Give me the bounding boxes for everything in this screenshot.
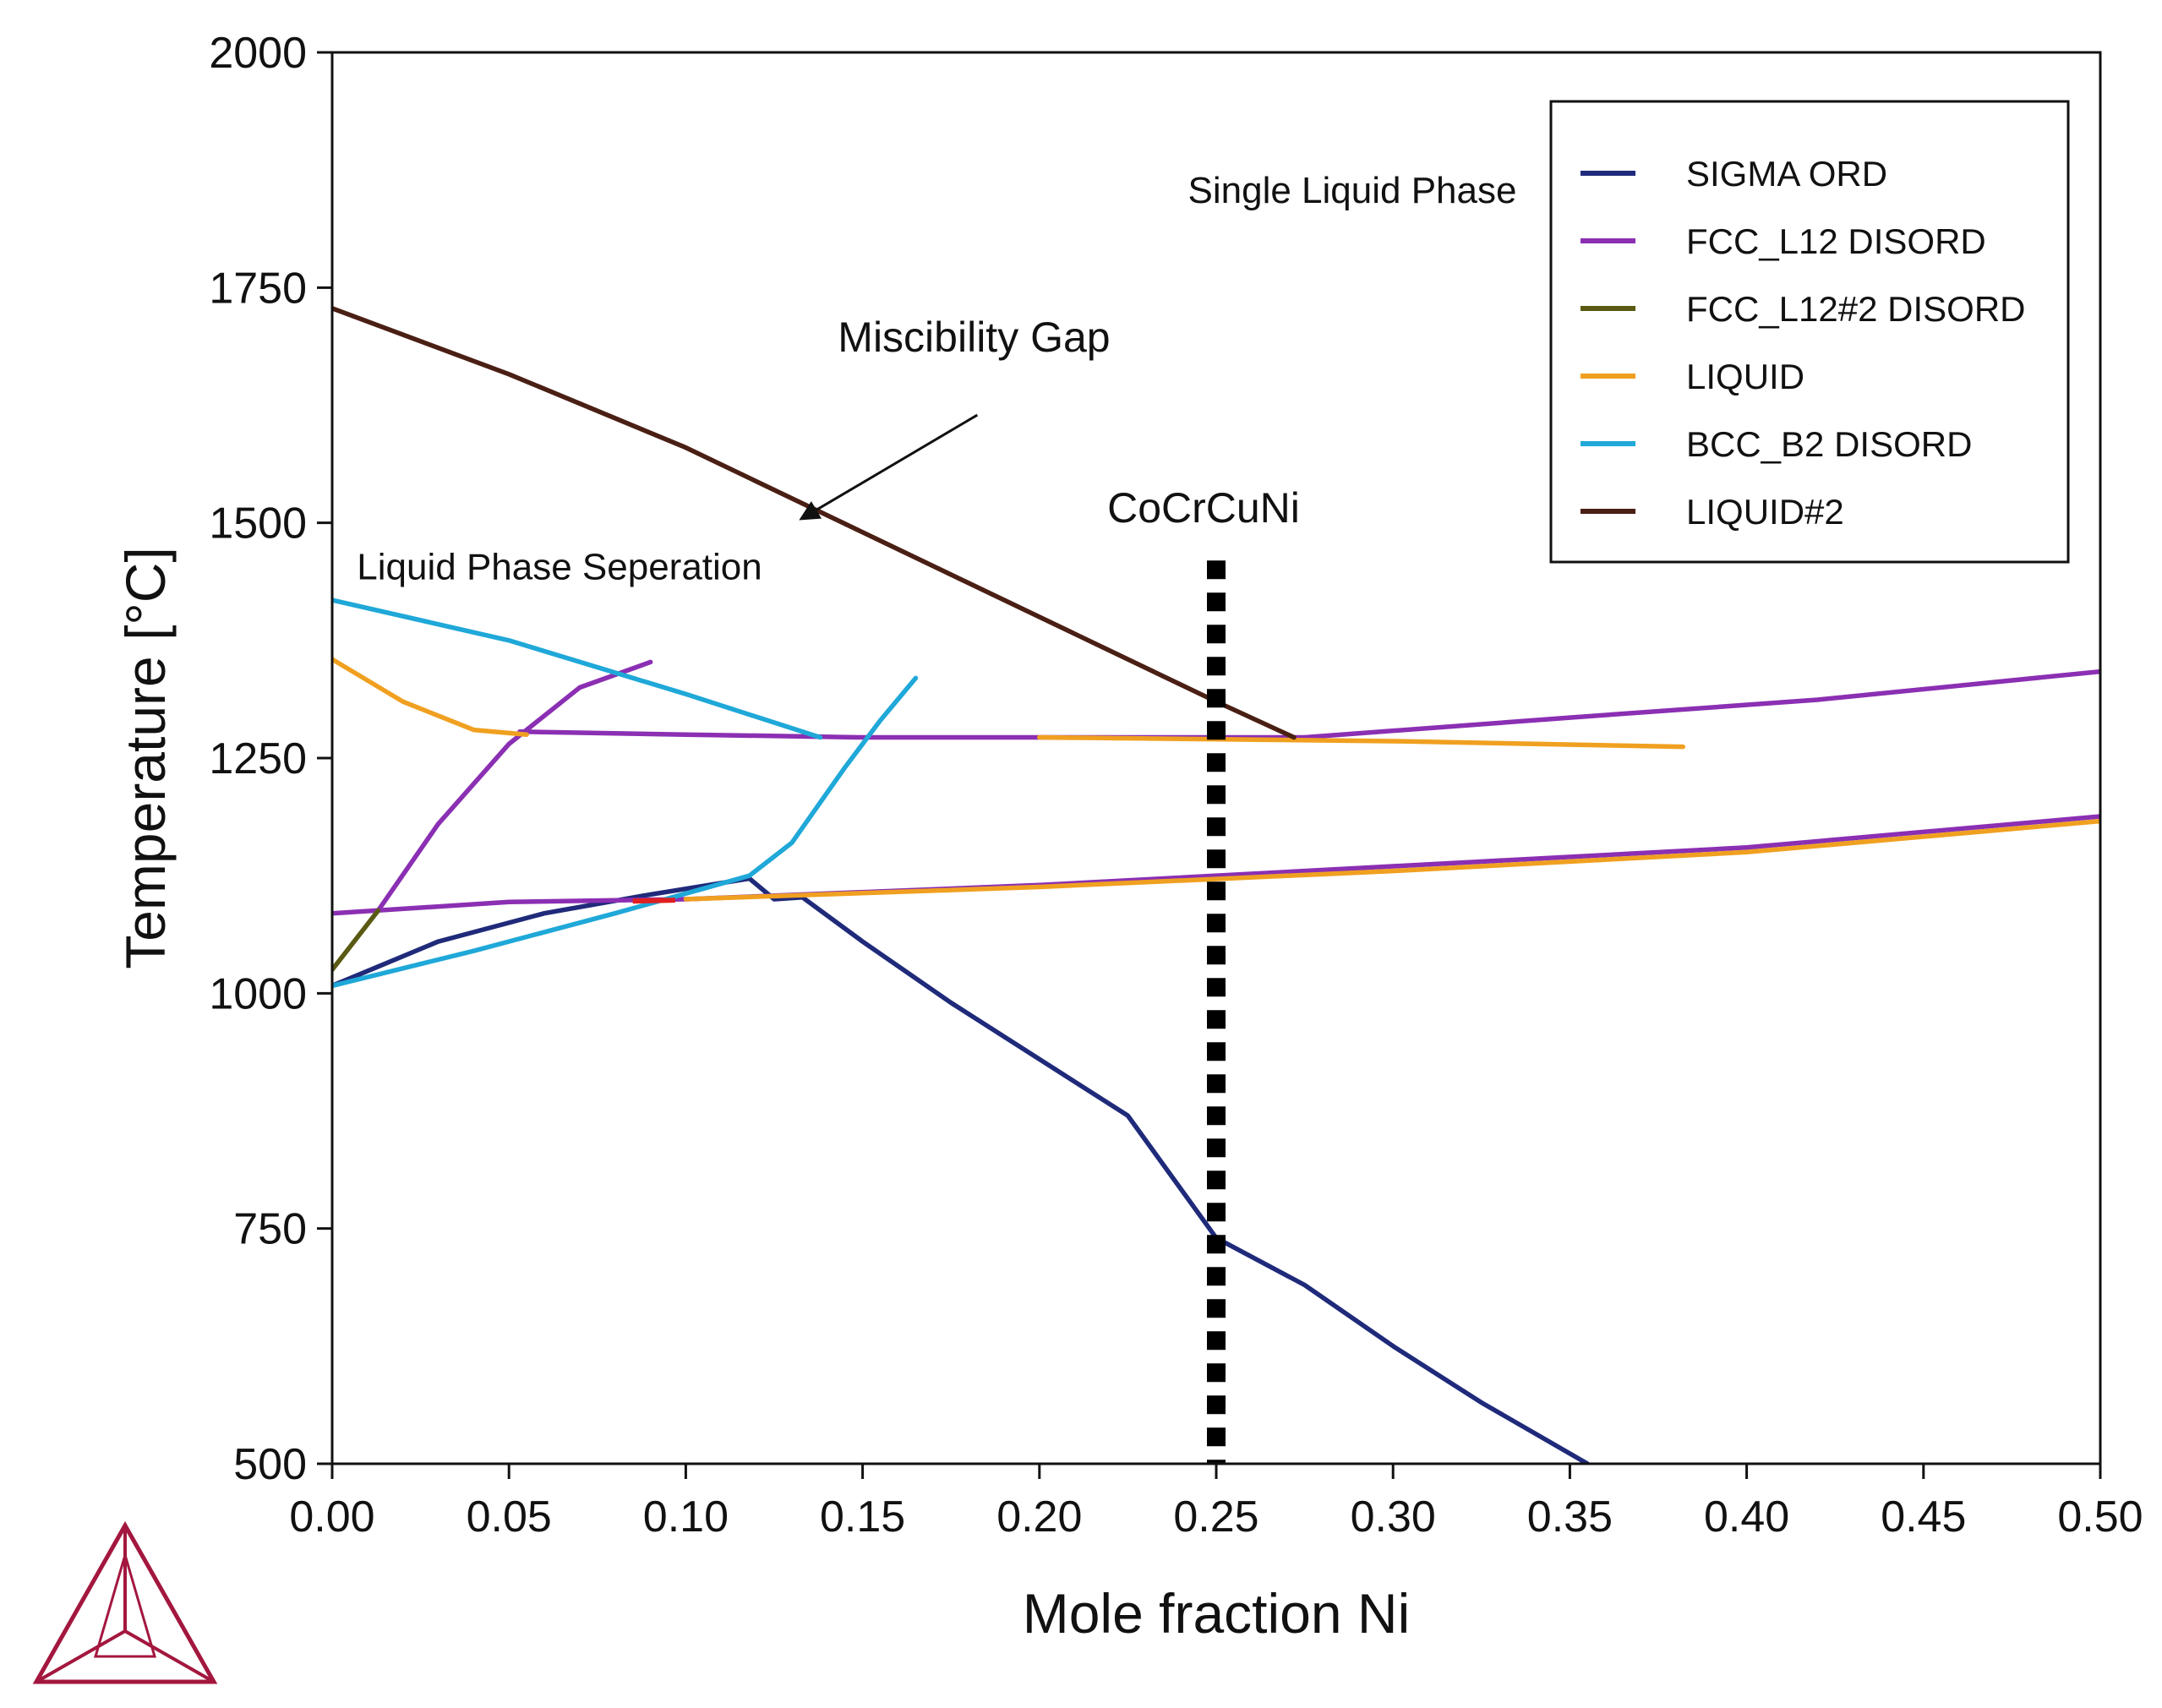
- annotation-liquid-phase-separation: Liquid Phase Seperation: [357, 546, 762, 587]
- y-tick-label: 500: [233, 1440, 307, 1489]
- logo-inner-triangle-icon: [94, 1550, 156, 1658]
- legend-label-fcc-l12-disord: FCC_L12 DISORD: [1686, 221, 1986, 261]
- logo-inner-edge-right: [124, 1629, 215, 1683]
- series-fcc-l12-disord-segment-1: [375, 659, 653, 914]
- logo-outer-triangle-icon: [32, 1520, 218, 1684]
- cocrcuni-label: CoCrCuNi: [1107, 484, 1300, 532]
- x-tick-label: 0.00: [289, 1492, 374, 1542]
- y-tick-label: 750: [233, 1205, 307, 1254]
- y-tick-label: 1500: [209, 499, 307, 548]
- legend-label-fcc-l12-2-disord: FCC_L12#2 DISORD: [1686, 289, 2025, 329]
- legend-items: SIGMA ORD FCC_L12 DISORD FCC_L12#2 DISORD L…: [1581, 154, 2025, 532]
- x-tick-label: 0.05: [467, 1492, 552, 1542]
- series-bcc-b2-disord-segment-1: [332, 873, 752, 989]
- series-fcc-l12-disord-segment-2: [517, 729, 1308, 740]
- legend-label-bcc-b2-disord: BCC_B2 DISORD: [1686, 424, 1972, 464]
- legend-label-sigma-ord: SIGMA ORD: [1686, 154, 1887, 194]
- legend: SIGMA ORD FCC_L12 DISORD FCC_L12#2 DISORD L…: [1549, 100, 2070, 564]
- series-fcc-l12-disord-segment-3: [1302, 668, 2100, 740]
- marker-layer: CoCrCuNi: [1107, 484, 1300, 1464]
- series-sigma-ord-segment-2: [800, 895, 1591, 1464]
- red-segment: [632, 898, 675, 904]
- x-axis-title: Mole fraction Ni: [1023, 1582, 1411, 1645]
- annotation-miscibility-gap: Miscibility Gap: [838, 314, 1110, 361]
- x-axis-ticks: 0.00 0.05 0.10 0.15 0.20 0.25 0.30 0.35 0.40 0.45…: [289, 1464, 2143, 1542]
- series-fcc-l12-2-disord-segment-0: [332, 908, 381, 973]
- y-tick-label: 2000: [209, 29, 307, 78]
- series-bcc-b2-disord-segment-0: [332, 598, 823, 740]
- annotation-single-liquid-phase: Single Liquid Phase: [1188, 170, 1517, 211]
- y-axis-ticks: 500 750 1000 1250 1500 1750 2000: [209, 29, 332, 1489]
- series-liquid-segment-0: [332, 657, 529, 737]
- x-tick-label: 0.20: [996, 1492, 1082, 1542]
- y-tick-label: 1750: [209, 264, 307, 313]
- x-tick-label: 0.50: [2057, 1492, 2143, 1542]
- x-tick-label: 0.15: [820, 1492, 905, 1542]
- legend-box: [1549, 100, 2070, 564]
- y-tick-label: 1000: [209, 969, 307, 1018]
- series-layer: [332, 306, 2100, 1464]
- legend-label-liquid: LIQUID: [1686, 357, 1804, 396]
- x-tick-label: 0.10: [643, 1492, 729, 1542]
- series-liquid-segment-2: [683, 818, 2100, 902]
- thermo-calc-logo: [32, 1520, 218, 1684]
- miscibility-gap-arrow: [799, 413, 979, 521]
- series-liquid-segment-1: [1037, 734, 1686, 750]
- x-tick-label: 0.40: [1704, 1492, 1789, 1542]
- series-sigma-ord-segment-1: [746, 876, 805, 902]
- y-axis-title: Temperature [°C]: [114, 547, 177, 969]
- x-tick-label: 0.35: [1527, 1492, 1613, 1542]
- x-tick-label: 0.30: [1351, 1492, 1436, 1542]
- x-tick-label: 0.25: [1173, 1492, 1258, 1542]
- series-sigma-ord-segment-0: [332, 876, 752, 989]
- x-tick-label: 0.45: [1881, 1492, 1966, 1542]
- legend-label-liquid-2: LIQUID#2: [1686, 492, 1844, 532]
- y-tick-label: 1250: [209, 734, 307, 783]
- series-bcc-b2-disord-segment-2: [746, 675, 919, 878]
- annotations: Single Liquid Phase Miscibility Gap Liqu…: [357, 170, 1516, 587]
